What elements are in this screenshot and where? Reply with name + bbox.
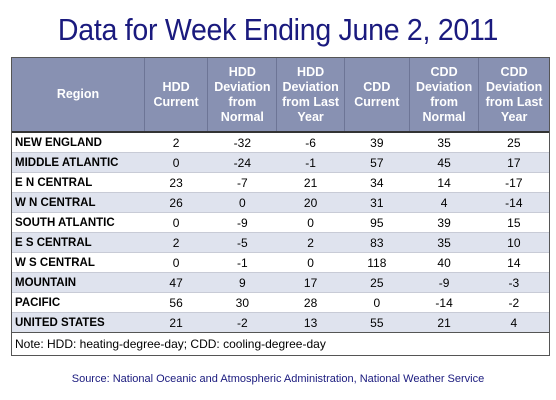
table-row: UNITED STATES 21 -2 13 55 21 4 xyxy=(12,312,549,332)
value-cell: -1 xyxy=(207,252,277,273)
value-cell: 0 xyxy=(276,212,345,233)
weather-data-table: Region HDD Current HDD Deviation from No… xyxy=(12,58,549,332)
value-cell: 40 xyxy=(409,252,479,273)
value-cell: -3 xyxy=(478,272,549,293)
value-cell: 118 xyxy=(344,252,410,273)
page-title: Data for Week Ending June 2, 2011 xyxy=(57,12,499,47)
value-cell: 0 xyxy=(276,252,345,273)
value-cell: 21 xyxy=(144,312,208,332)
value-cell: -6 xyxy=(276,132,345,153)
value-cell: -1 xyxy=(276,152,345,173)
value-cell: -17 xyxy=(478,172,549,193)
table-row: W S CENTRAL 0 -1 0 118 40 14 xyxy=(12,252,549,273)
value-cell: 9 xyxy=(207,272,277,293)
value-cell: 0 xyxy=(144,252,208,273)
table-row: PACIFIC 56 30 28 0 -14 -2 xyxy=(12,292,549,313)
value-cell: 2 xyxy=(144,132,208,153)
value-cell: -7 xyxy=(207,172,277,193)
value-cell: 47 xyxy=(144,272,208,293)
table-row: MIDDLE ATLANTIC 0 -24 -1 57 45 17 xyxy=(12,152,549,173)
value-cell: 26 xyxy=(144,192,208,213)
header-hdd-current: HDD Current xyxy=(143,58,208,132)
value-cell: 15 xyxy=(478,212,549,233)
value-cell: -24 xyxy=(207,152,277,173)
value-cell: 10 xyxy=(478,232,549,253)
table-row: SOUTH ATLANTIC 0 -9 0 95 39 15 xyxy=(12,212,549,233)
value-cell: 39 xyxy=(344,132,410,153)
table-row: E N CENTRAL 23 -7 21 34 14 -17 xyxy=(12,172,549,193)
value-cell: -9 xyxy=(207,212,277,233)
table-row: W N CENTRAL 26 0 20 31 4 -14 xyxy=(12,192,549,213)
table-row: NEW ENGLAND 2 -32 -6 39 35 25 xyxy=(12,132,549,153)
value-cell: 35 xyxy=(409,132,479,153)
region-cell: E S CENTRAL xyxy=(12,232,145,253)
value-cell: -14 xyxy=(409,292,479,313)
table-note: Note: HDD: heating-degree-day; CDD: cool… xyxy=(12,332,549,355)
value-cell: -32 xyxy=(207,132,277,153)
value-cell: 13 xyxy=(276,312,345,332)
region-cell: W N CENTRAL xyxy=(12,192,145,213)
value-cell: -14 xyxy=(478,192,549,213)
region-cell: UNITED STATES xyxy=(12,312,145,332)
value-cell: 45 xyxy=(409,152,479,173)
value-cell: -2 xyxy=(207,312,277,332)
value-cell: 0 xyxy=(144,152,208,173)
value-cell: 30 xyxy=(207,292,277,313)
value-cell: 17 xyxy=(478,152,549,173)
value-cell: -5 xyxy=(207,232,277,253)
value-cell: 2 xyxy=(276,232,345,253)
value-cell: 21 xyxy=(409,312,479,332)
value-cell: 14 xyxy=(409,172,479,193)
value-cell: 14 xyxy=(478,252,549,273)
header-cdd-dev-last-year: CDD Deviation from Last Year xyxy=(478,58,549,132)
value-cell: 83 xyxy=(344,232,410,253)
table-row: E S CENTRAL 2 -5 2 83 35 10 xyxy=(12,232,549,253)
value-cell: 57 xyxy=(344,152,410,173)
value-cell: 23 xyxy=(144,172,208,193)
value-cell: -2 xyxy=(478,292,549,313)
value-cell: 20 xyxy=(276,192,345,213)
value-cell: 21 xyxy=(276,172,345,193)
value-cell: 0 xyxy=(344,292,410,313)
value-cell: 25 xyxy=(478,132,549,153)
value-cell: 0 xyxy=(207,192,277,213)
data-table-container: Region HDD Current HDD Deviation from No… xyxy=(11,57,550,356)
source-citation: Source: National Oceanic and Atmospheric… xyxy=(71,373,485,385)
value-cell: 4 xyxy=(478,312,549,332)
value-cell: 95 xyxy=(344,212,410,233)
value-cell: 0 xyxy=(144,212,208,233)
value-cell: 34 xyxy=(344,172,410,193)
region-cell: MIDDLE ATLANTIC xyxy=(12,152,145,173)
header-cdd-dev-normal: CDD Deviation from Normal xyxy=(408,58,479,132)
value-cell: -9 xyxy=(409,272,479,293)
value-cell: 39 xyxy=(409,212,479,233)
header-cdd-current: CDD Current xyxy=(343,58,410,132)
region-cell: MOUNTAIN xyxy=(12,272,145,293)
value-cell: 4 xyxy=(409,192,479,213)
table-row: MOUNTAIN 47 9 17 25 -9 -3 xyxy=(12,272,549,293)
value-cell: 25 xyxy=(344,272,410,293)
header-region: Region xyxy=(12,58,145,132)
region-cell: E N CENTRAL xyxy=(12,172,145,193)
value-cell: 35 xyxy=(409,232,479,253)
region-cell: W S CENTRAL xyxy=(12,252,145,273)
value-cell: 28 xyxy=(276,292,345,313)
value-cell: 31 xyxy=(344,192,410,213)
value-cell: 2 xyxy=(144,232,208,253)
header-hdd-dev-normal: HDD Deviation from Normal xyxy=(207,58,277,132)
value-cell: 17 xyxy=(276,272,345,293)
region-cell: NEW ENGLAND xyxy=(12,132,145,153)
header-hdd-dev-last-year: HDD Deviation from Last Year xyxy=(276,58,345,132)
value-cell: 56 xyxy=(144,292,208,313)
region-cell: SOUTH ATLANTIC xyxy=(12,212,145,233)
region-cell: PACIFIC xyxy=(12,292,145,313)
value-cell: 55 xyxy=(344,312,410,332)
table-header-row: Region HDD Current HDD Deviation from No… xyxy=(12,58,549,132)
